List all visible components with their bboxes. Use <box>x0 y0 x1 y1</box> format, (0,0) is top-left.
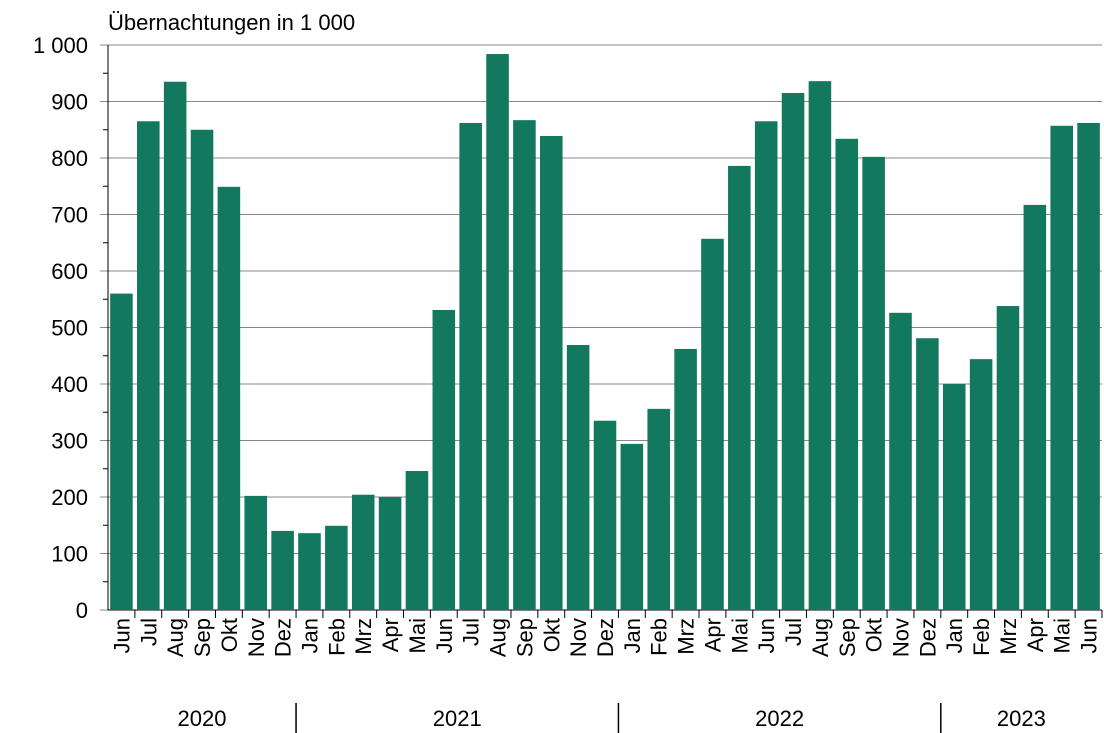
bar <box>942 384 966 610</box>
x-group-label: 2021 <box>433 706 482 731</box>
x-tick-label: Sep <box>190 618 215 657</box>
x-tick-label: Feb <box>969 618 994 656</box>
x-tick-label: Aug <box>163 618 188 657</box>
x-tick-label: Mai <box>1050 618 1075 653</box>
bar <box>298 533 321 610</box>
y-tick-label: 400 <box>51 372 88 397</box>
x-tick-label: Mrz <box>996 618 1021 655</box>
x-tick-label: Dez <box>271 618 296 657</box>
bar <box>351 494 375 610</box>
x-tick-label: Mai <box>405 618 430 653</box>
x-tick-label: Mai <box>727 618 752 653</box>
x-tick-label: Feb <box>324 618 349 656</box>
bar <box>969 359 993 610</box>
bar <box>1023 204 1047 610</box>
x-tick-label: Nov <box>889 618 914 657</box>
y-tick-label: 100 <box>51 542 88 567</box>
x-tick-label: Apr <box>378 618 403 652</box>
bar <box>217 186 241 610</box>
x-tick-label: Apr <box>700 618 725 652</box>
bar <box>647 408 671 610</box>
bar <box>137 121 160 611</box>
bar <box>244 495 268 610</box>
bar <box>754 121 778 611</box>
bar <box>405 471 429 610</box>
x-tick-label: Apr <box>1023 618 1048 652</box>
bar <box>862 156 885 610</box>
x-tick-label: Jul <box>136 618 161 646</box>
bar <box>110 293 133 610</box>
bar <box>593 420 617 610</box>
x-tick-label: Sep <box>512 618 537 657</box>
y-tick-label: 800 <box>51 146 88 171</box>
x-tick-label: Okt <box>862 618 887 652</box>
x-tick-label: Jan <box>297 618 322 653</box>
x-group-label: 2023 <box>997 706 1046 731</box>
y-tick-label: 300 <box>51 429 88 454</box>
x-tick-label: Jan <box>942 618 967 653</box>
x-tick-label: Dez <box>915 618 940 657</box>
bar <box>889 312 912 610</box>
bar <box>486 54 509 611</box>
y-tick-label: 600 <box>51 259 88 284</box>
y-tick-label: 700 <box>51 203 88 228</box>
bar <box>674 348 697 610</box>
bar <box>190 129 214 610</box>
x-tick-label: Aug <box>808 618 833 657</box>
x-tick-label: Jun <box>1077 618 1102 653</box>
x-tick-label: Jul <box>459 618 484 646</box>
y-tick-label: 0 <box>76 598 88 623</box>
x-tick-label: Mrz <box>351 618 376 655</box>
x-tick-label: Jun <box>754 618 779 653</box>
y-tick-label: 500 <box>51 316 88 341</box>
y-tick-label: 200 <box>51 485 88 510</box>
bar <box>325 525 348 610</box>
y-tick-label: 1 000 <box>33 33 88 58</box>
bar <box>996 306 1020 610</box>
bar <box>566 345 590 610</box>
x-tick-label: Dez <box>593 618 618 657</box>
bar <box>163 81 187 611</box>
bar <box>432 309 456 610</box>
chart-title: Übernachtungen in 1 000 <box>108 10 355 35</box>
x-tick-label: Sep <box>835 618 860 657</box>
x-group-label: 2022 <box>755 706 804 731</box>
bar <box>808 81 832 610</box>
bar <box>271 530 294 610</box>
bar <box>513 120 536 611</box>
bar <box>835 138 859 611</box>
bar <box>620 443 644 610</box>
bar <box>1077 122 1100 610</box>
bar <box>781 93 805 610</box>
x-tick-label: Jul <box>781 618 806 646</box>
x-tick-label: Nov <box>244 618 269 657</box>
x-tick-label: Nov <box>566 618 591 657</box>
bar <box>701 238 724 611</box>
bar <box>1050 125 1073 611</box>
x-tick-label: Aug <box>486 618 511 657</box>
x-group-label: 2020 <box>178 706 227 731</box>
y-tick-label: 900 <box>51 90 88 115</box>
bar <box>378 497 402 610</box>
x-tick-label: Okt <box>217 618 242 652</box>
x-tick-label: Jan <box>620 618 645 653</box>
x-tick-label: Feb <box>647 618 672 656</box>
bar <box>728 165 751 610</box>
x-tick-label: Okt <box>539 618 564 652</box>
bar <box>916 338 939 610</box>
bar <box>459 122 482 610</box>
x-tick-label: Jun <box>432 618 457 653</box>
bar <box>539 135 563 610</box>
x-tick-label: Mrz <box>674 618 699 655</box>
x-tick-label: Jun <box>109 618 134 653</box>
